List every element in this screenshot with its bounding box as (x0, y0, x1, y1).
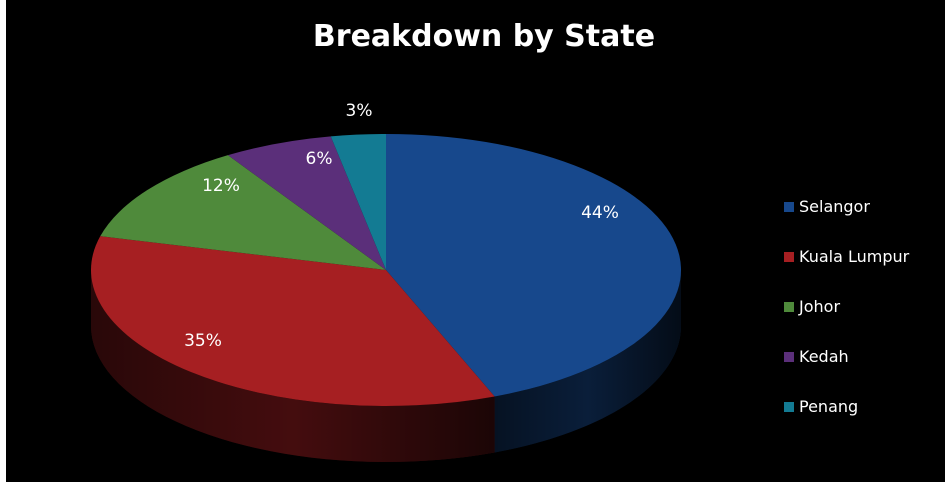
legend-label-selangor: Selangor (799, 197, 870, 216)
legend-label-kedah: Kedah (799, 347, 849, 366)
legend-swatch-kedah (784, 352, 794, 362)
data-label-selangor: 44% (581, 203, 619, 223)
pie-side-shade-selangor (494, 270, 681, 453)
pie-slices (91, 134, 682, 407)
data-label-kedah: 6% (306, 149, 333, 169)
pie-slice-kuala-lumpur[interactable] (91, 236, 495, 407)
legend: Selangor Kuala Lumpur Johor Kedah Penang (784, 197, 910, 416)
chart-title: Breakdown by State (313, 19, 655, 54)
legend-label-johor: Johor (798, 297, 840, 316)
chart-frame: Breakdown by State 44% 35% 12% 6% 3% Selango… (6, 0, 945, 482)
pie-chart: Breakdown by State 44% 35% 12% 6% 3% Selango… (91, 19, 910, 462)
data-label-kuala-lumpur: 35% (184, 331, 222, 351)
legend-label-kuala-lumpur: Kuala Lumpur (799, 247, 910, 266)
legend-swatch-kuala-lumpur (784, 252, 794, 262)
pie-slice-penang[interactable] (330, 134, 386, 270)
data-label-penang: 3% (346, 101, 373, 121)
pie-slice-selangor[interactable] (386, 134, 682, 397)
legend-swatch-johor (784, 302, 794, 312)
pie-sides (91, 270, 681, 462)
data-labels: 44% 35% 12% 6% 3% (184, 101, 619, 351)
pie-side-shade-kuala-lumpur (91, 270, 495, 462)
pie-slice-kedah[interactable] (227, 136, 386, 270)
data-label-johor: 12% (202, 176, 240, 196)
legend-swatch-penang (784, 402, 794, 412)
pie-slice-johor[interactable] (100, 155, 387, 270)
legend-swatch-selangor (784, 202, 794, 212)
legend-label-penang: Penang (799, 397, 858, 416)
